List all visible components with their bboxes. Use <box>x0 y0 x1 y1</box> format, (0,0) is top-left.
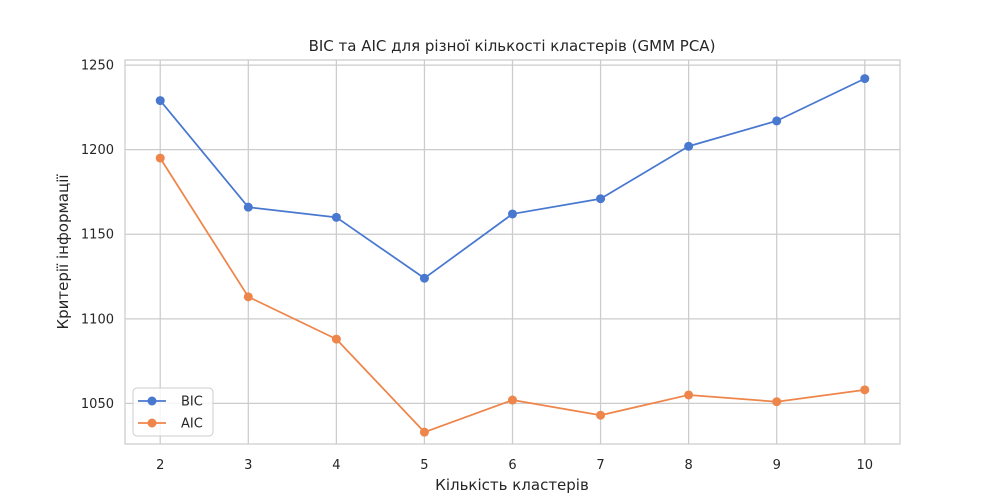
data-point <box>596 410 606 420</box>
x-tick-label: 2 <box>156 458 164 473</box>
data-point <box>860 385 870 395</box>
data-point <box>684 141 694 151</box>
legend-item: BIC <box>138 395 203 410</box>
series-bic <box>155 74 870 283</box>
data-point <box>508 395 517 405</box>
x-tick-label: 8 <box>684 458 692 473</box>
grid <box>125 60 900 444</box>
series-aic <box>155 153 870 437</box>
legend-label: BIC <box>181 395 203 410</box>
data-point <box>860 74 870 84</box>
legend-marker <box>147 418 157 428</box>
x-tick-label: 9 <box>773 458 781 473</box>
x-tick-label: 7 <box>596 458 604 473</box>
x-axis-label: Кількість кластерів <box>435 476 589 494</box>
data-point <box>331 334 341 344</box>
data-point <box>508 209 517 219</box>
x-tick-labels: 2 3 4 5 6 7 8 9 10 <box>156 458 873 473</box>
x-tick-label: 3 <box>244 458 252 473</box>
data-point <box>155 96 165 106</box>
chart-title: BIC та AIC для різної кількості кластері… <box>309 37 716 55</box>
data-point <box>243 292 253 302</box>
y-tick-labels: 1050 1100 1150 1200 1250 <box>81 59 114 412</box>
legend-marker <box>147 396 157 406</box>
data-point <box>419 273 429 283</box>
series-layer <box>155 74 870 437</box>
y-tick-label: 1100 <box>81 312 114 327</box>
x-tick-label: 6 <box>508 458 516 473</box>
data-point <box>419 427 429 437</box>
data-point <box>331 212 341 222</box>
legend-label: AIC <box>181 417 203 432</box>
x-tick-label: 5 <box>420 458 428 473</box>
legend-item: AIC <box>138 417 203 432</box>
y-tick-label: 1150 <box>81 228 114 243</box>
data-point <box>155 153 165 163</box>
x-tick-label: 4 <box>332 458 340 473</box>
x-tick-label: 10 <box>856 458 873 473</box>
legend: BIC AIC <box>132 387 214 437</box>
y-tick-label: 1250 <box>81 59 114 74</box>
data-point <box>243 202 253 212</box>
plot-frame <box>124 59 901 445</box>
y-tick-label: 1050 <box>81 397 114 412</box>
y-axis-label: Критерії інформації <box>54 174 72 330</box>
data-point <box>772 116 782 126</box>
data-point <box>596 194 606 204</box>
data-point <box>684 390 694 400</box>
y-tick-label: 1200 <box>81 143 114 158</box>
data-point <box>772 397 782 407</box>
